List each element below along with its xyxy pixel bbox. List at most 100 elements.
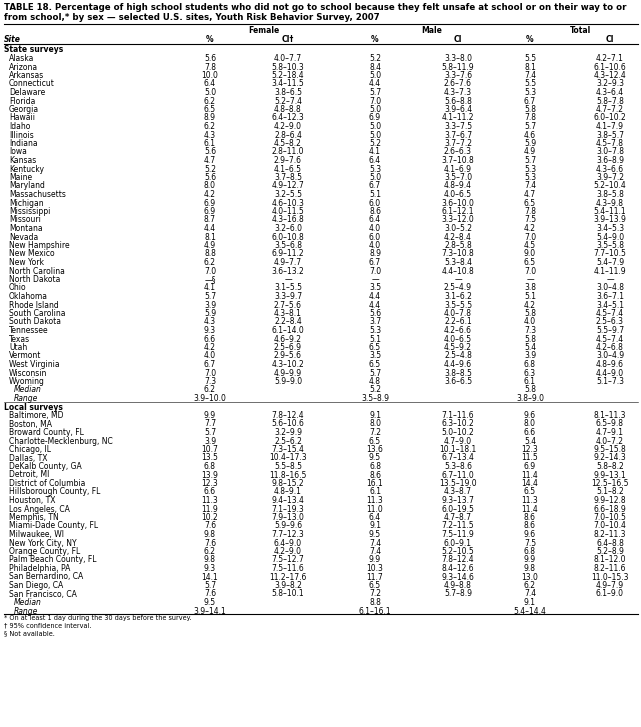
- Text: * On at least 1 day during the 30 days before the survey.: * On at least 1 day during the 30 days b…: [4, 615, 192, 621]
- Text: 8.9: 8.9: [204, 113, 216, 123]
- Text: 3.9–8.2: 3.9–8.2: [274, 581, 302, 590]
- Text: Dallas, TX: Dallas, TX: [9, 454, 47, 462]
- Text: 4.6–10.3: 4.6–10.3: [272, 198, 304, 207]
- Text: New York: New York: [9, 258, 44, 267]
- Text: 3.5: 3.5: [369, 284, 381, 292]
- Text: 3.0–7.8: 3.0–7.8: [596, 148, 624, 156]
- Text: 4.7: 4.7: [524, 190, 536, 199]
- Text: Mississippi: Mississippi: [9, 207, 51, 216]
- Text: 9.1: 9.1: [369, 411, 381, 420]
- Text: 3.6–10.0: 3.6–10.0: [442, 198, 474, 207]
- Text: 2.8–5.8: 2.8–5.8: [444, 241, 472, 250]
- Text: 4.4: 4.4: [369, 292, 381, 301]
- Text: 5.8–8.2: 5.8–8.2: [596, 462, 624, 471]
- Text: 2.9–5.6: 2.9–5.6: [274, 351, 302, 361]
- Text: New Mexico: New Mexico: [9, 249, 54, 259]
- Text: 5.3–8.4: 5.3–8.4: [444, 258, 472, 267]
- Text: 3.0–4.8: 3.0–4.8: [596, 284, 624, 292]
- Text: 7.6: 7.6: [204, 521, 216, 531]
- Text: 9.8: 9.8: [524, 564, 536, 573]
- Text: 6.3: 6.3: [524, 369, 536, 377]
- Text: CI: CI: [454, 35, 462, 44]
- Text: 5.2–8.9: 5.2–8.9: [596, 547, 624, 556]
- Text: 5.0: 5.0: [369, 131, 381, 140]
- Text: 3.7–10.8: 3.7–10.8: [442, 156, 474, 165]
- Text: 3.6–7.1: 3.6–7.1: [596, 292, 624, 301]
- Text: 3.8: 3.8: [524, 284, 536, 292]
- Text: 8.2–11.6: 8.2–11.6: [594, 564, 626, 573]
- Text: 7.4: 7.4: [524, 182, 536, 190]
- Text: 4.0: 4.0: [524, 318, 536, 326]
- Text: 6.7: 6.7: [369, 182, 381, 190]
- Text: 5.6–10.6: 5.6–10.6: [272, 419, 304, 428]
- Text: 8.0: 8.0: [524, 419, 536, 428]
- Text: 5.2–18.4: 5.2–18.4: [272, 71, 304, 80]
- Text: North Dakota: North Dakota: [9, 275, 60, 284]
- Text: 4.9–7.7: 4.9–7.7: [274, 258, 302, 267]
- Text: 11.4: 11.4: [522, 505, 538, 513]
- Text: 11.9: 11.9: [202, 505, 219, 513]
- Text: 8.1: 8.1: [204, 233, 216, 241]
- Text: 5.7: 5.7: [369, 369, 381, 377]
- Text: 8.6: 8.6: [369, 207, 381, 216]
- Text: %: %: [526, 35, 534, 44]
- Text: 7.0: 7.0: [204, 267, 216, 276]
- Text: 4.3–10.2: 4.3–10.2: [272, 360, 304, 369]
- Text: 9.3: 9.3: [204, 326, 216, 335]
- Text: 7.0: 7.0: [524, 233, 536, 241]
- Text: Alaska: Alaska: [9, 54, 35, 63]
- Text: 6.1: 6.1: [204, 139, 216, 148]
- Text: 2.2–8.4: 2.2–8.4: [274, 318, 302, 326]
- Text: 4.5–7.4: 4.5–7.4: [596, 309, 624, 318]
- Text: 6.5: 6.5: [369, 360, 381, 369]
- Text: Female: Female: [248, 26, 279, 35]
- Text: 2.6–7.6: 2.6–7.6: [444, 79, 472, 89]
- Text: 4.0–7.7: 4.0–7.7: [274, 54, 302, 63]
- Text: 4.1–7.9: 4.1–7.9: [596, 122, 624, 131]
- Text: Florida: Florida: [9, 97, 35, 105]
- Text: 7.1–19.3: 7.1–19.3: [272, 505, 304, 513]
- Text: Idaho: Idaho: [9, 122, 30, 131]
- Text: 5.5: 5.5: [524, 54, 536, 63]
- Text: 5.8–10.3: 5.8–10.3: [272, 63, 304, 71]
- Text: 8.6: 8.6: [369, 470, 381, 480]
- Text: Male: Male: [421, 26, 442, 35]
- Text: 7.4: 7.4: [524, 590, 536, 598]
- Text: 6.0–10.2: 6.0–10.2: [594, 113, 626, 123]
- Text: Montana: Montana: [9, 224, 42, 233]
- Text: 10.0: 10.0: [201, 71, 219, 80]
- Text: 7.0: 7.0: [204, 369, 216, 377]
- Text: Indiana: Indiana: [9, 139, 38, 148]
- Text: 3.3–12.0: 3.3–12.0: [442, 215, 474, 225]
- Text: 3.9–10.0: 3.9–10.0: [194, 394, 226, 403]
- Text: 7.8: 7.8: [524, 113, 536, 123]
- Text: 8.0: 8.0: [204, 182, 216, 190]
- Text: 6.5: 6.5: [524, 488, 536, 497]
- Text: 4.9: 4.9: [524, 148, 536, 156]
- Text: 11.0–15.3: 11.0–15.3: [591, 572, 629, 582]
- Text: 6.7: 6.7: [369, 258, 381, 267]
- Text: 4.7–7.2: 4.7–7.2: [596, 105, 624, 114]
- Text: 8.1–12.0: 8.1–12.0: [594, 555, 626, 564]
- Text: 5.3: 5.3: [524, 173, 536, 182]
- Text: 4.9–8.8: 4.9–8.8: [444, 581, 472, 590]
- Text: 4.1–6.5: 4.1–6.5: [274, 164, 302, 174]
- Text: 11.3: 11.3: [202, 496, 219, 505]
- Text: 5.1: 5.1: [369, 334, 381, 343]
- Text: 6.8: 6.8: [369, 462, 381, 471]
- Text: 5.3: 5.3: [524, 164, 536, 174]
- Text: 7.9–13.0: 7.9–13.0: [272, 513, 304, 522]
- Text: 4.2–6.8: 4.2–6.8: [596, 343, 624, 352]
- Text: 6.4–8.8: 6.4–8.8: [596, 539, 624, 547]
- Text: 5.5: 5.5: [524, 79, 536, 89]
- Text: 7.2: 7.2: [369, 590, 381, 598]
- Text: 3.3–9.7: 3.3–9.7: [274, 292, 302, 301]
- Text: 2.5–6.9: 2.5–6.9: [274, 343, 302, 352]
- Text: 3.7: 3.7: [369, 318, 381, 326]
- Text: 10.3: 10.3: [367, 564, 383, 573]
- Text: 8.6: 8.6: [524, 521, 536, 531]
- Text: 4.5–7.4: 4.5–7.4: [596, 334, 624, 343]
- Text: 11.8–16.5: 11.8–16.5: [269, 470, 306, 480]
- Text: 4.5: 4.5: [524, 241, 536, 250]
- Text: 10.4–17.3: 10.4–17.3: [269, 454, 307, 462]
